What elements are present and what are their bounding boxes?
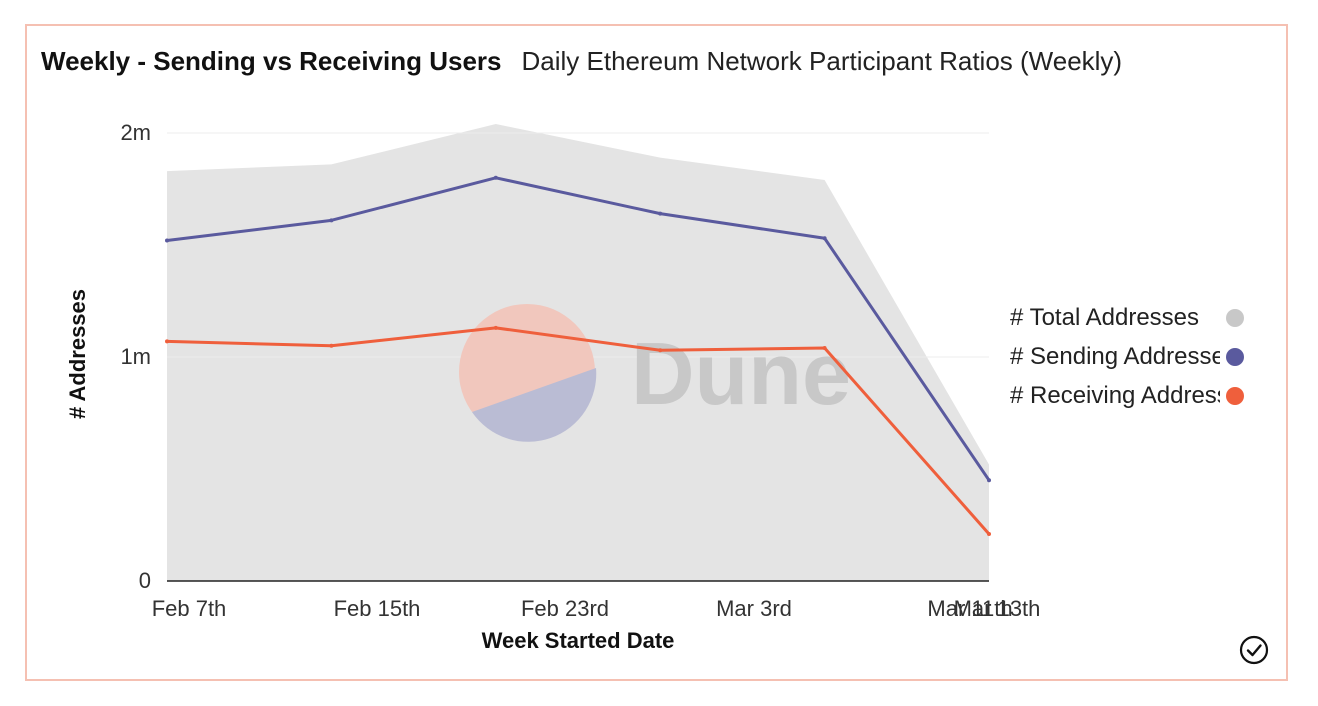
checkmark-circle-icon[interactable] — [1239, 635, 1269, 665]
x-tick-label: Feb 23rd — [521, 596, 609, 621]
data-point — [493, 325, 498, 330]
data-point — [987, 531, 991, 536]
chart-header: Weekly - Sending vs Receiving Users Dail… — [41, 46, 1122, 77]
data-point — [822, 346, 827, 351]
x-tick-label: Mar 3rd — [716, 596, 792, 621]
legend-label: # Sending Addresses — [1010, 342, 1220, 370]
series-line-sending — [166, 176, 991, 482]
chart-subtitle: Daily Ethereum Network Participant Ratio… — [521, 46, 1123, 76]
watermark-text: Dune — [631, 324, 851, 423]
data-point — [329, 343, 334, 348]
legend-dot-icon — [1226, 386, 1244, 405]
y-axis-title: # Addresses — [65, 289, 90, 419]
line-chart: Dune 0 1m 2m Feb 7th Feb 15th Feb 23rd Mar 3rd M… — [65, 120, 1041, 653]
x-tick-label: Mar 11th — [927, 596, 1012, 621]
data-point — [165, 238, 169, 243]
chart-legend: # Total Addresses # Sending Addresses # … — [1010, 298, 1250, 415]
data-point — [987, 478, 991, 483]
legend-dot-icon — [1226, 347, 1244, 366]
y-tick-label: 1m — [120, 344, 151, 369]
series-line-receiving — [166, 326, 991, 535]
data-point — [493, 175, 498, 180]
y-tick-label: 0 — [139, 568, 151, 593]
data-point — [822, 236, 827, 241]
data-point — [329, 218, 334, 223]
legend-item-receiving[interactable]: # Receiving Addresses — [1010, 376, 1250, 415]
chart-card: Weekly - Sending vs Receiving Users Dail… — [25, 24, 1288, 681]
legend-label: # Total Addresses — [1010, 303, 1200, 331]
legend-dot-icon — [1226, 308, 1244, 327]
legend-item-total[interactable]: # Total Addresses — [1010, 298, 1250, 337]
x-tick-label: Mar 13th — [954, 596, 1041, 621]
y-tick-label: 2m — [120, 120, 151, 145]
x-axis-title: Week Started Date — [482, 628, 675, 653]
x-tick-label: Feb 7th — [152, 596, 227, 621]
data-point — [658, 348, 663, 353]
x-tick-label: Feb 15th — [334, 596, 421, 621]
data-point — [165, 339, 169, 344]
dune-watermark-logo: Dune — [459, 304, 851, 442]
legend-label: # Receiving Addresses — [1010, 381, 1220, 409]
chart-title: Weekly - Sending vs Receiving Users — [41, 46, 502, 76]
data-point — [658, 211, 663, 216]
legend-item-sending[interactable]: # Sending Addresses — [1010, 337, 1250, 376]
